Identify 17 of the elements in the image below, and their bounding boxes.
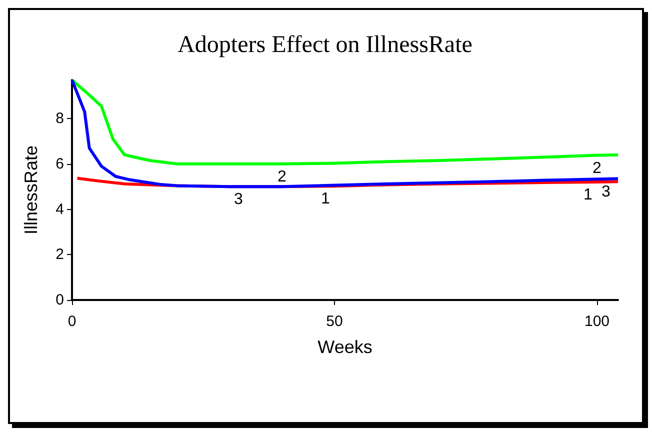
x-tick-label: 0 [68, 313, 76, 330]
y-tick-label: 6 [56, 155, 64, 172]
y-tick-label: 8 [56, 110, 64, 128]
series-label: 3 [234, 191, 244, 208]
chart-title: Adopters Effect on IllnessRate [178, 32, 472, 58]
series-label: 2 [592, 160, 602, 177]
y-axis-title: IllnessRate [21, 145, 41, 235]
x-tick-label: 50 [326, 313, 343, 330]
text: 1 [584, 186, 592, 204]
x-axis-title: Weeks [318, 337, 372, 357]
text: 3 [602, 184, 610, 201]
y-tick-label: 0 [56, 292, 64, 308]
x-tick-label: 100 [584, 313, 610, 330]
y-tick-label: 2 [56, 246, 64, 264]
y-tick-label: 4 [56, 200, 64, 218]
series-label: 1 [321, 190, 330, 208]
text: 2 [278, 168, 286, 186]
